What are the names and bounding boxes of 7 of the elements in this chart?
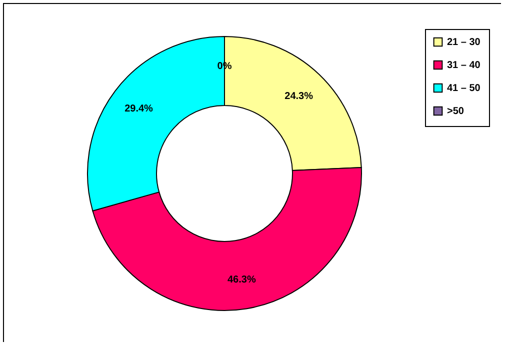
legend-label: >50 (447, 106, 464, 117)
legend-label: 31 – 40 (447, 60, 481, 71)
legend-label: 41 – 50 (447, 83, 481, 94)
data-label: 46.3% (227, 274, 256, 286)
data-label: 24.3% (284, 90, 314, 102)
data-label: 29.4% (124, 104, 154, 115)
legend-label: 21 – 30 (447, 37, 481, 48)
